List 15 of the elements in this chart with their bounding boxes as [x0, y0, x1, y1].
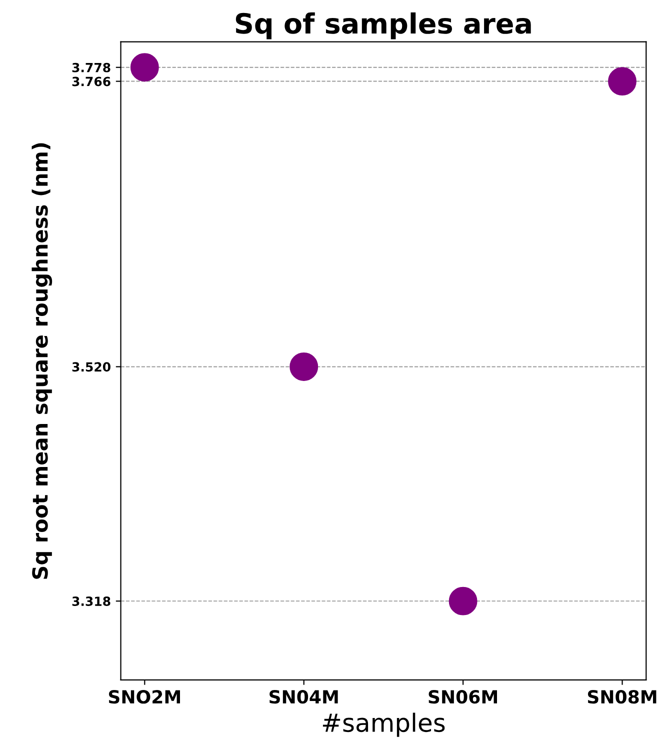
point [290, 352, 318, 381]
x-tick-label: SN08M [588, 690, 656, 704]
x-tick-label: SNO2M [108, 690, 180, 704]
y-tick-label: 3.520 [72, 362, 110, 372]
y-axis-title: Sq root mean square roughness (nm) [32, 143, 52, 579]
point [608, 67, 636, 96]
x-tick-label: SN06M [428, 690, 497, 704]
point [448, 586, 478, 616]
x-axis-title: #samples [322, 712, 445, 737]
x-tick-label: SN04M [270, 690, 338, 704]
y-tick-label: 3.766 [72, 76, 110, 86]
chart-title: Sq of samples area [236, 12, 531, 40]
point [130, 53, 159, 82]
y-tick-label: 3.318 [72, 596, 110, 606]
y-tick-label: 3.778 [72, 62, 110, 72]
